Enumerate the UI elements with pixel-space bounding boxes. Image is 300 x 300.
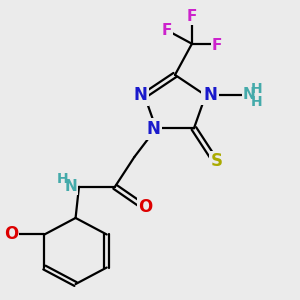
Text: F: F: [161, 23, 172, 38]
Text: N: N: [203, 86, 217, 104]
Text: N: N: [65, 179, 77, 194]
Text: N: N: [146, 120, 160, 138]
Text: O: O: [4, 225, 18, 243]
Text: H: H: [251, 95, 262, 109]
Text: N: N: [133, 86, 147, 104]
Text: N: N: [243, 87, 256, 102]
Text: H: H: [57, 172, 69, 186]
Text: F: F: [187, 9, 197, 24]
Text: O: O: [138, 198, 152, 216]
Text: H: H: [251, 82, 262, 96]
Text: S: S: [210, 152, 222, 170]
Text: F: F: [212, 38, 222, 52]
